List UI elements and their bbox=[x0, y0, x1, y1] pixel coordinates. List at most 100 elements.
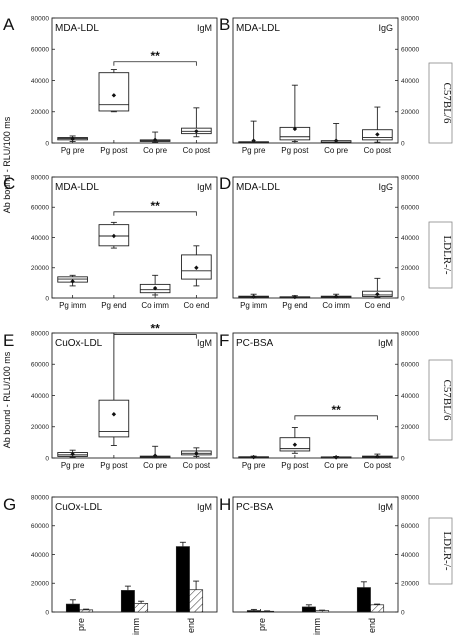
box-mean-marker bbox=[70, 136, 75, 141]
box-mean-marker bbox=[152, 137, 158, 143]
y-tick-label: 40000 bbox=[31, 78, 49, 85]
x-tick-label: end bbox=[367, 618, 377, 633]
x-tick-label: Co pre bbox=[143, 461, 168, 470]
panel-antigen-label: CuOx-LDL bbox=[55, 502, 103, 513]
y-tick-label: 60000 bbox=[31, 47, 49, 54]
panels: A 0 20000 40000 60000 80000 MDA-LDL IgM Pg pre Pg… bbox=[3, 15, 419, 635]
strain-label-row-3: C57BL/6 bbox=[428, 359, 453, 441]
panel-d: D 0 20000 40000 60000 80000 MDA-LDL IgG Pg imm Pg… bbox=[219, 174, 419, 310]
strain-label-row-1-text: C57BL/6 bbox=[441, 83, 453, 124]
panel-h: H 0 20000 40000 60000 80000 PC-BSA IgM pre imm end bbox=[219, 494, 419, 635]
significance-bracket bbox=[113, 211, 197, 216]
box-0 bbox=[57, 274, 88, 287]
box-body bbox=[181, 254, 212, 280]
panel-isotype-label: IgM bbox=[197, 502, 212, 512]
box-mean-marker bbox=[292, 126, 298, 132]
x-tick-label: Co post bbox=[364, 461, 392, 470]
x-tick-label: Pg end bbox=[282, 301, 307, 310]
panel-isotype-label: IgM bbox=[197, 23, 212, 33]
panel-isotype-label: IgG bbox=[378, 23, 393, 33]
y-tick-label: 80000 bbox=[31, 330, 49, 337]
x-tick-label: imm bbox=[131, 618, 141, 635]
x-tick-label: imm bbox=[312, 618, 322, 635]
panel-letter: A bbox=[3, 15, 15, 34]
y-tick-label: 80000 bbox=[401, 494, 419, 501]
x-tick-label: Pg post bbox=[281, 461, 309, 470]
plot-frame bbox=[232, 496, 399, 613]
y-tick-label: 80000 bbox=[401, 174, 419, 181]
y-tick-label: 60000 bbox=[401, 523, 419, 530]
plot-frame bbox=[51, 332, 218, 459]
y-tick-label: 20000 bbox=[31, 581, 49, 588]
box-body bbox=[98, 399, 130, 438]
panel-letter: F bbox=[219, 331, 229, 350]
y-tick-label: 0 bbox=[401, 609, 405, 616]
panel-antigen-label: PC-BSA bbox=[236, 338, 274, 349]
y-tick-label: 40000 bbox=[31, 552, 49, 559]
bar-hatched bbox=[370, 604, 385, 613]
y-axis-label-top: Ab bound - RLU/100 ms bbox=[2, 116, 12, 213]
box-1 bbox=[98, 221, 130, 249]
panel-letter: C bbox=[3, 174, 15, 193]
y-tick-label: 0 bbox=[45, 609, 49, 616]
box-mean-marker bbox=[111, 233, 117, 239]
box-1 bbox=[98, 332, 130, 446]
y-tick-label: 20000 bbox=[31, 265, 49, 272]
plot-frame bbox=[232, 17, 399, 144]
bar-hatched bbox=[315, 610, 330, 613]
y-tick-label: 60000 bbox=[31, 362, 49, 369]
y-tick-label: 60000 bbox=[31, 523, 49, 530]
strain-label-row-4-text: LDLR-/- bbox=[441, 531, 453, 570]
bar-hatched bbox=[79, 609, 94, 613]
x-tick-label: Co pre bbox=[143, 146, 168, 155]
y-tick-label: 0 bbox=[401, 140, 405, 147]
panel-isotype-label: IgM bbox=[197, 182, 212, 192]
y-tick-label: 40000 bbox=[401, 552, 419, 559]
y-axis-label-bottom: Ab bound - RLU/100 ms bbox=[2, 351, 12, 448]
box-3 bbox=[181, 447, 212, 457]
panel-letter: E bbox=[3, 331, 14, 350]
y-tick-label: 80000 bbox=[401, 15, 419, 22]
box-mean-marker bbox=[375, 292, 380, 297]
y-tick-label: 40000 bbox=[401, 78, 419, 85]
y-tick-label: 80000 bbox=[31, 15, 49, 22]
bar-solid bbox=[65, 603, 80, 613]
x-tick-label: Pg imm bbox=[59, 301, 86, 310]
panel-g: G 0 20000 40000 60000 80000 CuOx-LDL IgM pre imm e… bbox=[3, 494, 218, 635]
panel-isotype-label: IgG bbox=[378, 182, 393, 192]
x-tick-label: Co end bbox=[364, 301, 390, 310]
panel-letter: G bbox=[3, 495, 16, 514]
significance-label: ** bbox=[150, 322, 160, 336]
x-tick-label: Pg pre bbox=[61, 461, 85, 470]
box-body bbox=[98, 72, 130, 112]
panel-antigen-label: PC-BSA bbox=[236, 502, 274, 513]
box-mean-marker bbox=[194, 129, 199, 134]
strain-label-row-4: LDLR-/- bbox=[428, 517, 453, 585]
y-tick-label: 60000 bbox=[31, 205, 49, 212]
y-tick-label: 0 bbox=[401, 295, 405, 302]
y-tick-label: 60000 bbox=[401, 47, 419, 54]
panel-a: A 0 20000 40000 60000 80000 MDA-LDL IgM Pg pre Pg… bbox=[3, 15, 218, 155]
y-tick-label: 40000 bbox=[401, 235, 419, 242]
y-tick-label: 0 bbox=[45, 295, 49, 302]
panel-letter: D bbox=[219, 174, 231, 193]
panel-letter: H bbox=[219, 495, 231, 514]
x-tick-label: Co post bbox=[183, 146, 211, 155]
panel-antigen-label: MDA-LDL bbox=[55, 182, 99, 193]
box-mean-marker bbox=[111, 93, 117, 98]
x-tick-label: Pg post bbox=[281, 146, 309, 155]
plot-frame bbox=[51, 17, 218, 144]
bar-solid bbox=[120, 590, 135, 613]
strain-label-row-1: C57BL/6 bbox=[428, 62, 453, 144]
box-3 bbox=[362, 106, 393, 143]
box-mean-marker bbox=[70, 279, 75, 284]
bar-solid bbox=[356, 587, 371, 613]
panel-c: C 0 20000 40000 60000 80000 MDA-LDL IgM Pg imm Pg… bbox=[3, 174, 218, 310]
panel-letter: B bbox=[219, 15, 230, 34]
y-tick-label: 0 bbox=[45, 140, 49, 147]
y-tick-label: 80000 bbox=[31, 174, 49, 181]
box-2 bbox=[139, 274, 171, 296]
x-tick-label: end bbox=[186, 618, 196, 633]
x-tick-label: Co end bbox=[183, 301, 209, 310]
box-mean-marker bbox=[111, 412, 117, 417]
